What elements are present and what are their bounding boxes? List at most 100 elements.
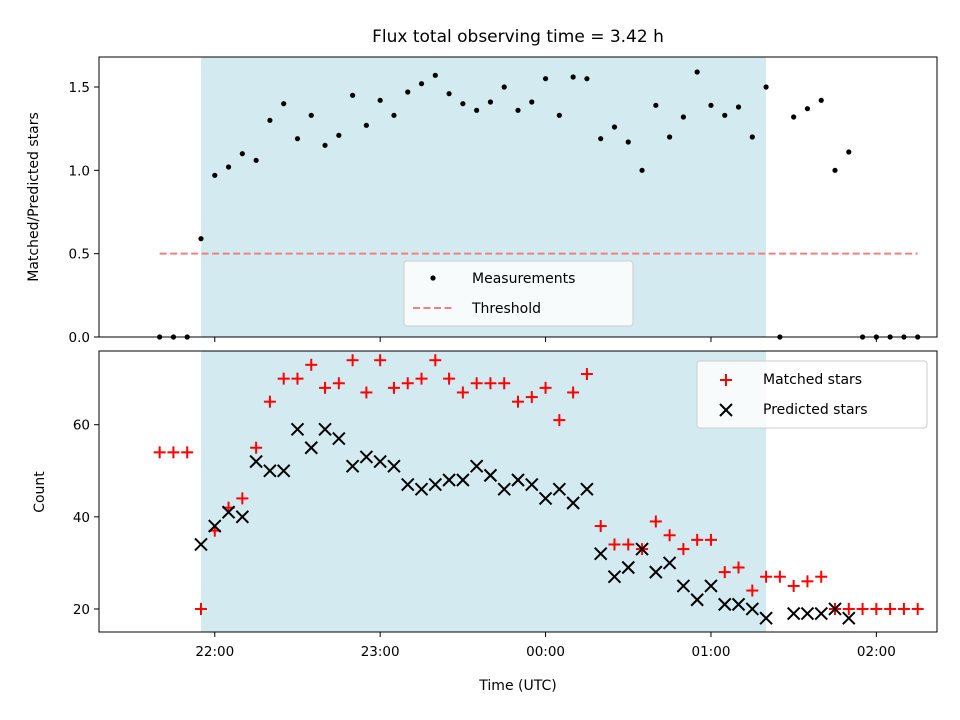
matched-point [277, 372, 290, 385]
measurement-point [735, 104, 742, 110]
bottom-panel: 22:00 23:00 00:00 01:00 02:00 20 40 60 Count Ti… [32, 350, 938, 694]
measurement-point [556, 112, 562, 118]
predicted-point [552, 482, 567, 496]
measurement-point [322, 142, 328, 148]
matched-point [250, 441, 263, 454]
predicted-point [194, 537, 208, 552]
matched-point [181, 446, 194, 459]
y-tick-label: 0.5 [69, 247, 90, 263]
predicted-point [607, 570, 622, 584]
predicted-point [387, 459, 401, 473]
measurement-point [377, 97, 383, 103]
legend-threshold-label: Threshold [471, 301, 541, 317]
measurement-point [253, 157, 259, 163]
measurement-point [680, 114, 686, 120]
measurement-point [308, 112, 314, 118]
measurement-point [391, 112, 397, 118]
y-tick-label: 60 [73, 418, 90, 434]
predicted-point [621, 560, 635, 575]
legend-matched-marker [720, 374, 732, 386]
bottom-axis-ticks: 22:00 23:00 00:00 01:00 02:00 20 40 60 [73, 418, 896, 660]
measurement-point [722, 112, 728, 118]
predicted-point [345, 459, 360, 473]
matched-point [856, 602, 869, 615]
predicted-point [704, 579, 718, 593]
measurement-point [336, 132, 342, 138]
measurement-point [791, 114, 797, 120]
matched-point [429, 354, 442, 367]
predicted-point [318, 422, 332, 437]
matched-point [539, 381, 552, 394]
matched-point [456, 386, 469, 399]
measurement-point [294, 136, 301, 142]
top-data-marks [157, 69, 921, 340]
matched-point [608, 538, 621, 551]
measurement-point [542, 76, 549, 82]
predicted-point [649, 565, 663, 579]
top-axis-ticks: 0.0 0.5 1.0 1.5 [69, 80, 877, 346]
predicted-point [359, 450, 374, 464]
predicted-point [731, 597, 746, 612]
matched-point [167, 446, 180, 459]
matched-point [773, 570, 786, 583]
matched-point [718, 566, 731, 579]
matched-point [760, 570, 773, 583]
predicted-point [483, 468, 498, 483]
predicted-point [759, 611, 773, 625]
measurement-point [405, 89, 411, 95]
predicted-point [442, 473, 456, 487]
matched-point [897, 602, 910, 615]
measurement-point [708, 102, 714, 108]
predicted-point [332, 431, 346, 446]
predicted-point [525, 477, 539, 492]
legend-matched-label: Matched stars [763, 372, 862, 388]
predicted-point [814, 606, 828, 621]
y-tick-label: 40 [73, 510, 90, 526]
predicted-point [745, 602, 760, 616]
y-tick-label: 20 [73, 602, 90, 618]
predicted-point [428, 477, 443, 492]
predicted-point [662, 556, 677, 570]
measurement-point [818, 97, 824, 103]
predicted-point [469, 459, 484, 473]
matched-point [153, 446, 166, 459]
matched-point [525, 391, 538, 404]
measurement-point [363, 122, 369, 128]
predicted-point [580, 482, 594, 496]
predicted-point [786, 606, 801, 621]
measurement-point [225, 164, 232, 170]
top-plot-frame [98, 56, 938, 338]
measurement-point [570, 74, 576, 80]
matched-point [649, 515, 662, 528]
measurement-point [639, 167, 645, 173]
y-tick-label: 0.0 [69, 330, 90, 346]
matched-point [787, 579, 800, 592]
legend-predicted-label: Predicted stars [763, 402, 868, 418]
measurement-point [653, 102, 659, 108]
predicted-point [221, 505, 236, 519]
matched-point [870, 602, 883, 615]
bottom-legend: Matched stars Predicted stars [696, 360, 928, 429]
predicted-point [456, 473, 470, 487]
predicted-point [235, 510, 250, 524]
x-axis-label: Time (UTC) [478, 678, 556, 694]
top-legend: Measurements Threshold [403, 260, 634, 327]
measurement-point [804, 106, 811, 112]
top-panel: 0.0 0.5 1.0 1.5 Matched/Predicted stars Mea… [26, 56, 938, 346]
predicted-point [566, 496, 580, 510]
predicted-point [828, 602, 842, 616]
matched-point [663, 529, 676, 542]
y-tick-label: 1.5 [69, 80, 90, 96]
measurement-point [529, 99, 535, 105]
x-tick-label: 01:00 [692, 644, 731, 660]
measurement-point [694, 69, 700, 75]
matched-point [401, 377, 414, 390]
matched-point [498, 377, 511, 390]
predicted-point [593, 546, 608, 561]
measurement-point [846, 149, 852, 155]
legend-measurements-marker [430, 275, 436, 281]
predicted-point [290, 422, 305, 437]
predicted-point [538, 491, 553, 506]
matched-point [677, 543, 690, 556]
measurement-point [239, 151, 245, 157]
